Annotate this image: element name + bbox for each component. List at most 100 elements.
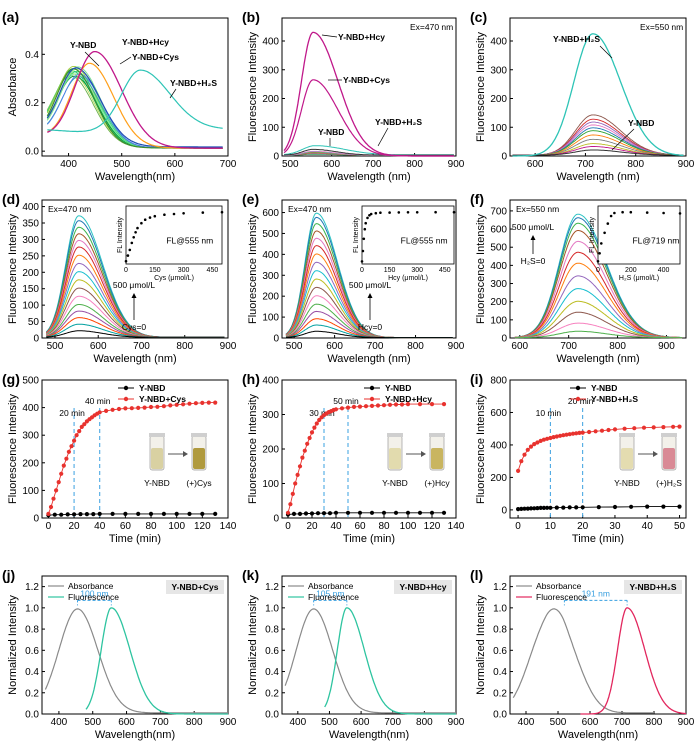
panel-label: (g) bbox=[2, 371, 20, 387]
y-tick-label: 400 bbox=[490, 261, 507, 272]
series-point bbox=[97, 410, 102, 415]
series-point bbox=[295, 472, 300, 477]
x-tick-label: 500 bbox=[47, 341, 64, 352]
y-tick-label: 0.8 bbox=[493, 625, 507, 636]
inset-point bbox=[629, 210, 633, 214]
inset-point bbox=[606, 222, 610, 225]
y-nbd-fl-line bbox=[512, 149, 684, 156]
excitation-label: Ex=470 nm bbox=[48, 204, 91, 214]
series-point bbox=[651, 425, 656, 430]
arrow-head bbox=[131, 293, 137, 298]
series-point bbox=[72, 438, 77, 443]
titration-trace bbox=[286, 330, 453, 339]
y-tick-label: 1.0 bbox=[493, 603, 507, 614]
plot-frame bbox=[281, 17, 457, 157]
y-tick-label: 0.0 bbox=[265, 710, 279, 721]
y-tick-label: 100 bbox=[490, 123, 507, 134]
inset-point bbox=[374, 211, 378, 215]
x-tick-label: 20 bbox=[577, 521, 589, 532]
inset-point bbox=[368, 214, 371, 217]
x-tick-label: 40 bbox=[642, 521, 654, 532]
inset-point bbox=[645, 211, 649, 214]
series-point bbox=[66, 449, 71, 454]
vial-label: (+)H₂S bbox=[656, 478, 682, 488]
y-tick-label: 400 bbox=[490, 440, 507, 451]
inset-point bbox=[434, 210, 437, 214]
series-point bbox=[51, 496, 56, 501]
series-point bbox=[110, 407, 115, 412]
x-tick-label: 100 bbox=[400, 521, 417, 532]
series-point bbox=[522, 506, 527, 511]
series-point bbox=[59, 471, 64, 476]
inset-frame bbox=[361, 205, 455, 265]
y-tick-label: 0.0 bbox=[25, 147, 39, 158]
vial-cap bbox=[429, 433, 445, 437]
vial-label: Y-NBD bbox=[144, 478, 170, 488]
stokes-shift-label: 191 nm bbox=[582, 588, 610, 598]
series-point bbox=[327, 511, 333, 516]
x-tick-label: 900 bbox=[678, 717, 695, 728]
inset-x-tick-label: 300 bbox=[178, 267, 190, 274]
x-tick-label: 400 bbox=[51, 717, 68, 728]
badge-label: Y-NBD+H₂S bbox=[630, 582, 677, 592]
inset-x-tick-label: 0 bbox=[596, 267, 600, 274]
x-tick-label: 800 bbox=[627, 159, 644, 170]
x-tick-label: 800 bbox=[176, 341, 193, 352]
x-tick-label: 600 bbox=[118, 717, 135, 728]
x-axis-label: Time (min) bbox=[343, 533, 395, 545]
inset-point bbox=[364, 221, 368, 225]
series-point bbox=[110, 511, 115, 516]
reaction-arrow-head bbox=[183, 451, 188, 457]
legend-label: Y-NBD bbox=[385, 383, 411, 393]
y-axis-label: Fluorescence Intensity bbox=[7, 213, 19, 324]
y-tick-label: 200 bbox=[262, 445, 279, 456]
x-axis-label: Wavelength (nm) bbox=[93, 353, 176, 365]
series-point bbox=[213, 511, 218, 516]
series-point bbox=[561, 505, 566, 510]
series-point bbox=[345, 405, 351, 410]
series-point bbox=[606, 427, 611, 433]
series-point bbox=[52, 512, 57, 517]
y-tick-label: 0.2 bbox=[493, 688, 507, 699]
inset-point bbox=[598, 252, 601, 255]
series-point bbox=[64, 456, 69, 461]
inset-point bbox=[363, 227, 367, 231]
y-tick-label: 600 bbox=[490, 408, 507, 419]
y-tick-label: 200 bbox=[490, 297, 507, 308]
y-axis-label: Fluorescence Intensity bbox=[475, 393, 487, 504]
series-point bbox=[357, 510, 363, 515]
panel-label: (h) bbox=[242, 371, 260, 387]
series-point bbox=[142, 405, 147, 410]
x-tick-label: 900 bbox=[448, 717, 465, 728]
series-point bbox=[305, 441, 310, 446]
legend-swatch-marker bbox=[123, 396, 129, 402]
inset-point bbox=[596, 260, 600, 263]
series-point bbox=[551, 435, 556, 440]
series-point bbox=[561, 433, 566, 438]
panel-label: (e) bbox=[242, 191, 259, 207]
y-tick-label: 200 bbox=[490, 473, 507, 484]
inset-x-tick-label: 400 bbox=[658, 267, 670, 274]
series-point bbox=[123, 511, 128, 516]
series-point bbox=[193, 401, 198, 406]
y-tick-label: 300 bbox=[490, 65, 507, 76]
series-point bbox=[46, 511, 51, 516]
y-tick-label: 400 bbox=[22, 202, 39, 213]
y-tick-label: 300 bbox=[22, 431, 39, 442]
y-tick-label: 200 bbox=[22, 268, 39, 279]
series-point bbox=[393, 510, 399, 515]
series-point bbox=[369, 510, 375, 515]
y-tick-label: 0.4 bbox=[493, 667, 507, 678]
x-tick-label: 140 bbox=[448, 521, 465, 532]
series-point bbox=[429, 510, 435, 515]
y-tick-label: 0.2 bbox=[25, 98, 39, 109]
y-tick-label: 100 bbox=[490, 315, 507, 326]
time-marker-label: 50 min bbox=[333, 396, 359, 406]
y-tick-label: 100 bbox=[262, 313, 279, 324]
inset-point bbox=[136, 226, 139, 230]
badge-label: Y-NBD+Cys bbox=[171, 582, 218, 592]
annotation-arrow bbox=[599, 45, 613, 59]
y-tick-label: 100 bbox=[262, 479, 279, 490]
series-point bbox=[333, 510, 339, 515]
